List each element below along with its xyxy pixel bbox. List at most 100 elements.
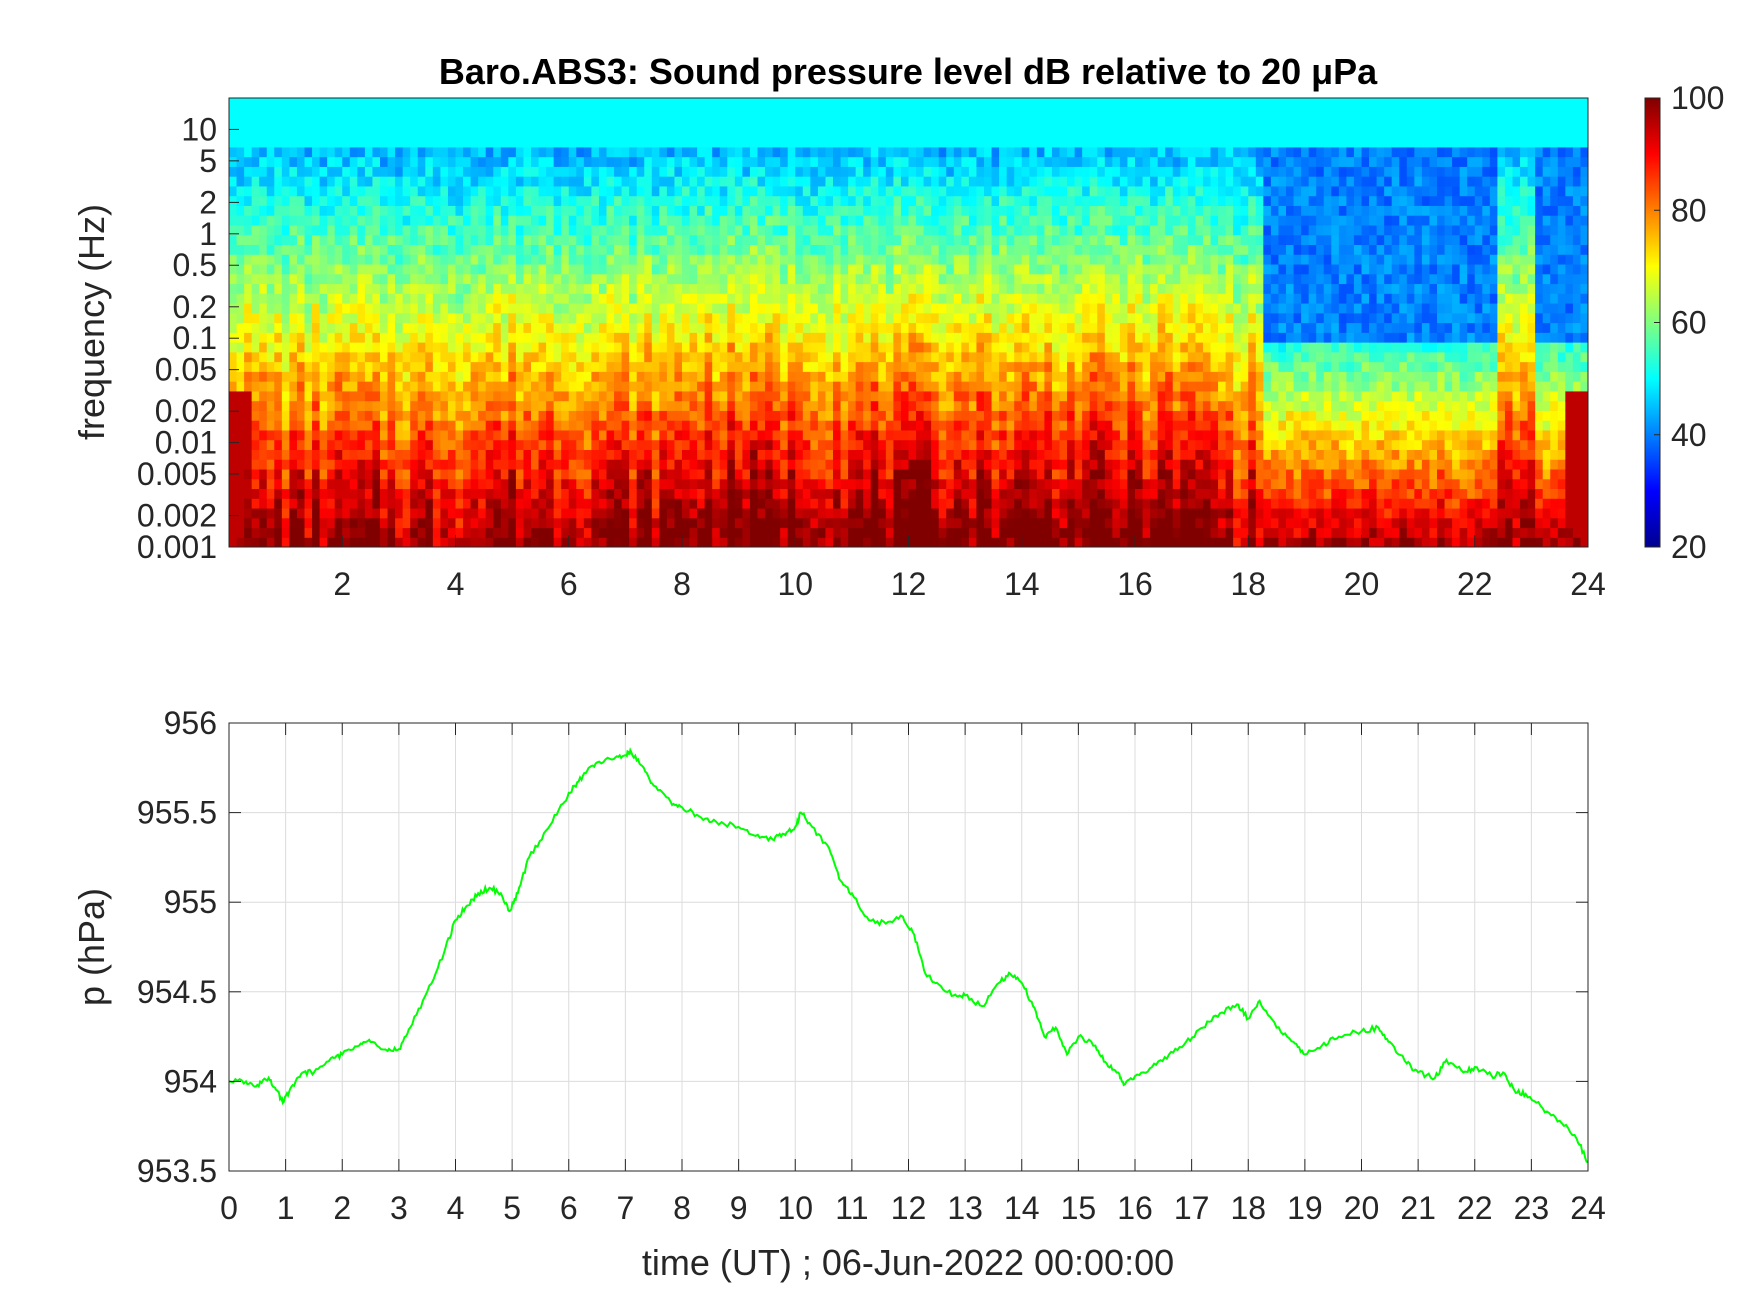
heatmap-cell [802,468,811,480]
heatmap-cell [538,195,547,206]
heatmap-cell [576,361,585,372]
heatmap-cell [266,322,275,333]
heatmap-cell [787,166,796,177]
heatmap-cell [281,195,290,206]
heatmap-cell [961,312,970,324]
heatmap-cell [500,468,509,480]
heatmap-cell [953,468,962,480]
heatmap-cell [274,293,283,304]
heatmap-cell [349,498,358,509]
heatmap-cell [968,537,978,547]
heatmap-cell [493,293,502,304]
heatmap-cell [976,146,985,158]
heatmap-cell [380,293,389,304]
heatmap-cell [621,156,630,167]
heatmap-cell [417,234,426,246]
heatmap-cell [682,468,691,480]
heatmap-cell [357,390,366,402]
heatmap-cell [765,146,774,158]
heatmap-cell [1021,176,1030,187]
heatmap-cell [742,332,751,343]
heatmap-cell [749,332,759,343]
heatmap-cell [810,205,819,216]
heatmap-cell [825,390,834,402]
heatmap-cell [727,244,736,255]
heatmap-cell [795,400,804,411]
heatmap-cell [870,459,879,470]
heatmap-cell [591,185,600,197]
heatmap-cell [885,459,894,470]
heatmap-cell [304,439,313,450]
heatmap-cell [863,351,872,363]
heatmap-cell [666,468,676,480]
heatmap-cell [500,146,509,158]
heatmap-cell [908,205,917,216]
heatmap-cell [984,342,993,353]
heatmap-cell [440,478,449,490]
heatmap-cell [817,459,827,470]
heatmap-cell [568,361,577,372]
heatmap-cell [266,449,275,460]
heatmap-cell [568,439,577,450]
heatmap-cell [704,224,713,236]
heatmap-cell [500,234,509,246]
heatmap-cell [304,263,313,275]
heatmap-cell [629,293,638,304]
heatmap-cell [651,156,660,167]
heatmap-cell [470,390,479,402]
heatmap-cell [674,263,683,275]
heatmap-cell [727,166,736,177]
heatmap-cell [704,195,713,206]
heatmap-cell [848,468,857,480]
heatmap-cell [259,273,268,285]
heatmap-cell [968,371,978,382]
heatmap-cell [1029,156,1038,167]
heatmap-cell [999,439,1008,450]
heatmap-cell [1044,351,1053,363]
heatmap-cell [636,117,645,128]
heatmap-cell [938,537,947,547]
heatmap-cell [772,224,781,236]
heatmap-cell [380,146,389,158]
heatmap-cell [946,342,955,353]
heatmap-cell [855,293,864,304]
heatmap-cell [523,137,532,148]
heatmap-cell [591,332,600,343]
heatmap-cell [742,507,751,519]
heatmap-cell [923,420,932,431]
heatmap-cell [576,244,585,255]
heatmap-cell [417,468,426,480]
heatmap-cell [916,537,925,547]
heatmap-cell [470,410,479,421]
heatmap-cell [266,166,275,177]
heatmap-cell [840,361,849,372]
heatmap-cell [387,488,396,499]
heatmap-cell [349,400,358,411]
heatmap-cell [885,224,894,236]
heatmap-cell [546,98,555,109]
heatmap-cell [682,361,691,372]
heatmap-cell [598,137,608,148]
heatmap-cell [704,263,713,275]
heatmap-cell [244,254,253,265]
heatmap-cell [432,498,441,509]
heatmap-cell [682,449,691,460]
heatmap-cell [682,459,691,470]
heatmap-cell [447,381,457,392]
heatmap-cell [802,312,811,324]
heatmap-cell [772,205,781,216]
heatmap-cell [289,371,298,382]
heatmap-cell [395,459,404,470]
heatmap-cell [236,381,245,392]
heatmap-cell [727,390,736,402]
heatmap-cell [1029,98,1038,109]
heatmap-cell [772,244,781,255]
heatmap-cell [900,459,910,470]
heatmap-cell [666,195,676,206]
heatmap-cell [900,205,910,216]
heatmap-cell [810,332,819,343]
heatmap-cell [364,273,374,285]
heatmap-cell [1021,468,1030,480]
heatmap-cell [666,205,676,216]
heatmap-cell [266,488,275,499]
